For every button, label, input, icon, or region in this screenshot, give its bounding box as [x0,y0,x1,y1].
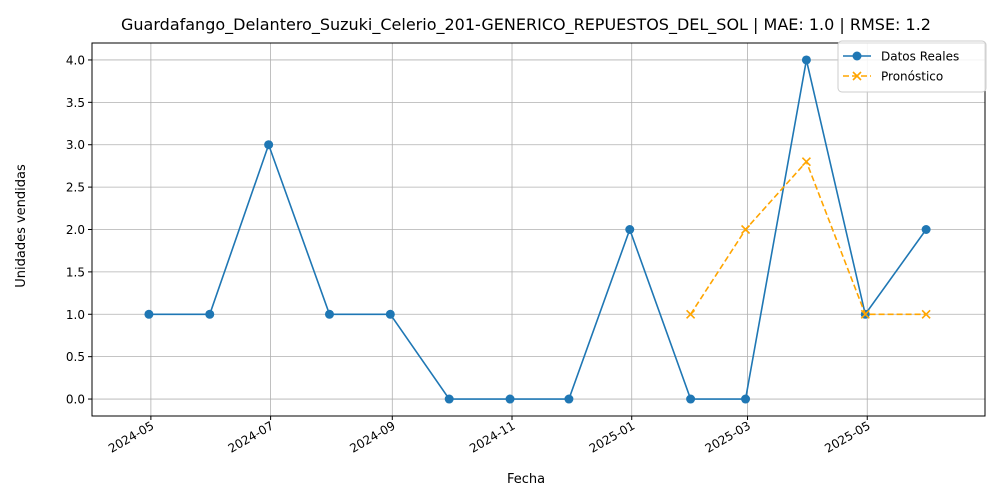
forecast-point [921,309,931,319]
data-point [741,394,751,404]
x-tick-label: 2024-07 [226,418,276,455]
data-point [505,394,515,404]
data-point [324,309,334,319]
data-point [564,394,574,404]
x-tick-label: 2025-03 [703,418,753,455]
data-point [686,394,696,404]
series-line-0 [148,59,927,400]
x-tick-label: 2025-01 [587,418,637,455]
y-tick-label: 0.0 [66,393,85,407]
data-point [205,309,215,319]
chart-title: Guardafango_Delantero_Suzuki_Celerio_201… [121,15,931,35]
data-point [385,309,395,319]
x-tick-label: 2024-05 [106,418,156,455]
y-tick-label: 0.5 [66,350,85,364]
y-tick-label: 3.0 [66,138,85,152]
data-point [921,225,931,234]
y-tick-label: 2.0 [66,223,85,237]
x-tick-label: 2024-09 [347,418,397,455]
forecast-point [801,157,811,167]
y-tick-label: 2.5 [66,181,85,195]
forecast-point [686,309,696,319]
forecast-point-stroke [686,309,696,319]
legend-label: Pronóstico [881,70,943,84]
forecast-point [860,309,870,319]
y-tick-label: 4.0 [66,53,85,67]
data-point [444,394,454,404]
y-tick-label: 3.5 [66,96,85,110]
legend-marker-stroke [852,71,862,81]
data-point [144,309,154,319]
y-axis-label: Unidades vendidas [14,164,29,288]
forecast-point [740,224,751,235]
legend: Datos Reales Pronóstico [837,40,987,93]
y-tick-label: 1.5 [66,265,85,279]
x-axis: 2024-05 2024-07 2024-09 2024-11 2025-01 2025-… [106,416,873,456]
forecast-point-stroke [860,309,870,319]
plot-series [144,55,931,404]
legend-marker [852,71,862,81]
y-tick-label: 1.0 [66,308,85,322]
forecast-point-stroke [740,224,751,235]
data-point [801,55,811,65]
legend-marker [852,51,862,61]
data-point [264,140,274,150]
x-axis-label: Fecha [507,472,545,487]
series-line-1 [689,160,927,316]
grid [92,43,985,416]
forecast-point-stroke [921,309,931,319]
legend-box [837,40,987,93]
x-tick-label: 2025-05 [822,418,872,455]
forecast-point-stroke [801,157,811,167]
y-axis: 0.0 0.5 1.0 1.5 2.0 2.5 3.0 3.5 4.0 [66,53,92,407]
legend-label: Datos Reales [881,50,959,64]
x-tick-label: 2024-11 [467,418,517,455]
data-point [625,225,635,234]
